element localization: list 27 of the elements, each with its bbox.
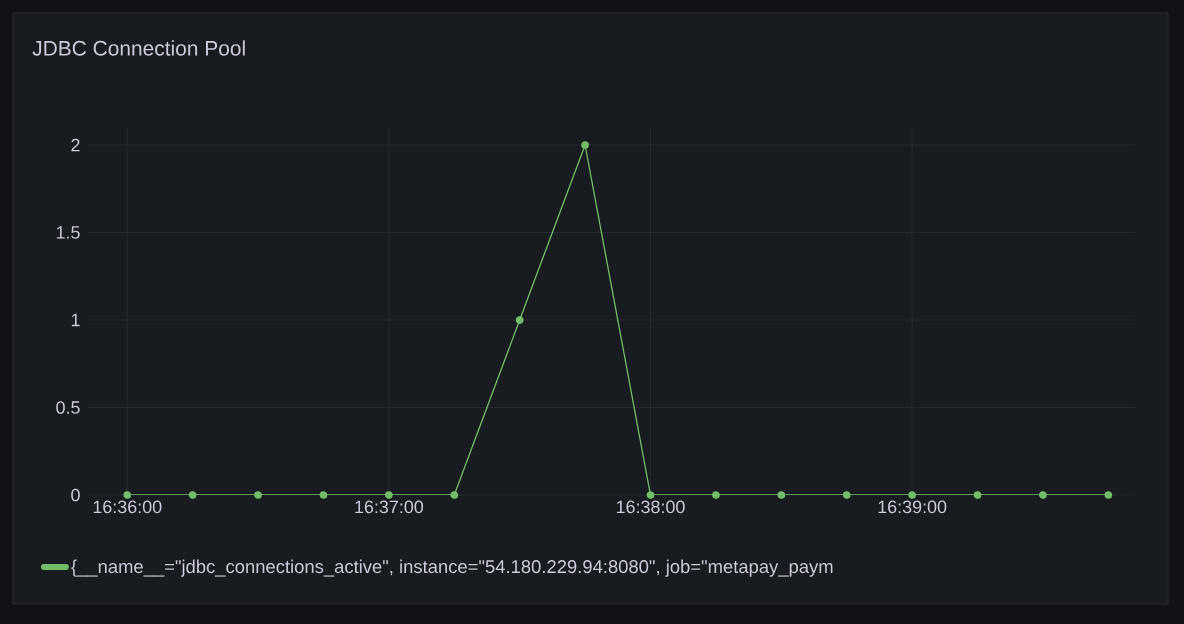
y-tick-label: 0 (71, 488, 80, 502)
y-tick-label: 1.5 (56, 226, 80, 239)
point (319, 491, 328, 499)
point (973, 491, 982, 499)
point (254, 491, 262, 499)
y-tick-label: 1 (71, 313, 80, 327)
point (1104, 491, 1113, 499)
chart-title: JDBC Connection Pool (32, 40, 245, 56)
point (385, 491, 393, 499)
point (188, 491, 197, 499)
point (450, 491, 459, 499)
point (842, 491, 851, 499)
point (581, 141, 589, 149)
legend-label: {__name__="jdbc_connections_active", instance="54.180.229.94:8080", job="metapay_paym (71, 559, 833, 577)
x-tick-label: 16:39:00 (878, 500, 947, 514)
x-tick-label: 16:38:00 (616, 500, 685, 514)
point (123, 491, 132, 499)
y-tick-label: 0.5 (56, 401, 80, 414)
point (777, 491, 786, 499)
point (908, 491, 916, 499)
y-tick-label: 2 (71, 138, 80, 152)
point (646, 491, 655, 499)
x-tick-label: 16:36:00 (93, 500, 162, 514)
x-tick-label: 16:37:00 (355, 500, 424, 514)
point (1039, 491, 1047, 499)
point (712, 491, 720, 499)
point (515, 316, 524, 324)
